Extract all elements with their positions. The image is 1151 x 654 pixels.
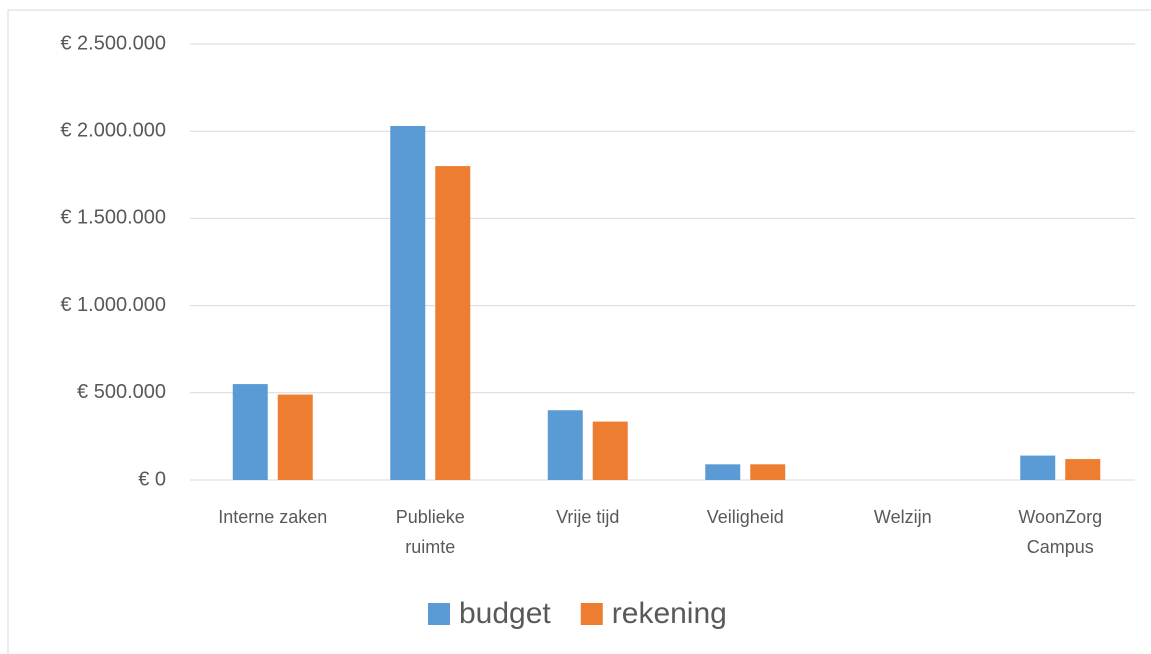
y-tick-label: € 2.000.000: [60, 119, 166, 141]
y-tick-label: € 1.000.000: [60, 294, 166, 316]
legend-label: budget: [459, 597, 551, 630]
bar: [435, 166, 471, 480]
bar: [390, 125, 426, 480]
x-tick-label: Vrije tijd: [556, 507, 620, 527]
bar: [232, 384, 268, 480]
bar: [592, 421, 628, 480]
x-tick-label: Welzijn: [873, 507, 932, 527]
bar: [277, 394, 313, 480]
x-tick-label: Interne zaken: [218, 507, 328, 527]
bar: [750, 464, 786, 480]
bar: [1065, 459, 1101, 480]
x-tick-label: Publieke ruimte: [395, 507, 465, 557]
x-tick-label: WoonZorg Campus: [1018, 507, 1103, 557]
legend-label: rekening: [612, 597, 727, 630]
y-tick-label: € 500.000: [77, 381, 166, 403]
y-tick-label: € 0: [138, 468, 166, 490]
y-tick-label: € 1.500.000: [60, 207, 166, 229]
legend-swatch: [580, 603, 603, 625]
bar: [705, 464, 741, 480]
chart-border: [7, 9, 1151, 654]
x-tick-label: Veiligheid: [706, 507, 784, 527]
bar: [1020, 455, 1056, 480]
y-tick-label: € 2.500.000: [60, 32, 166, 54]
legend-swatch: [428, 603, 450, 625]
bar: [547, 410, 583, 480]
